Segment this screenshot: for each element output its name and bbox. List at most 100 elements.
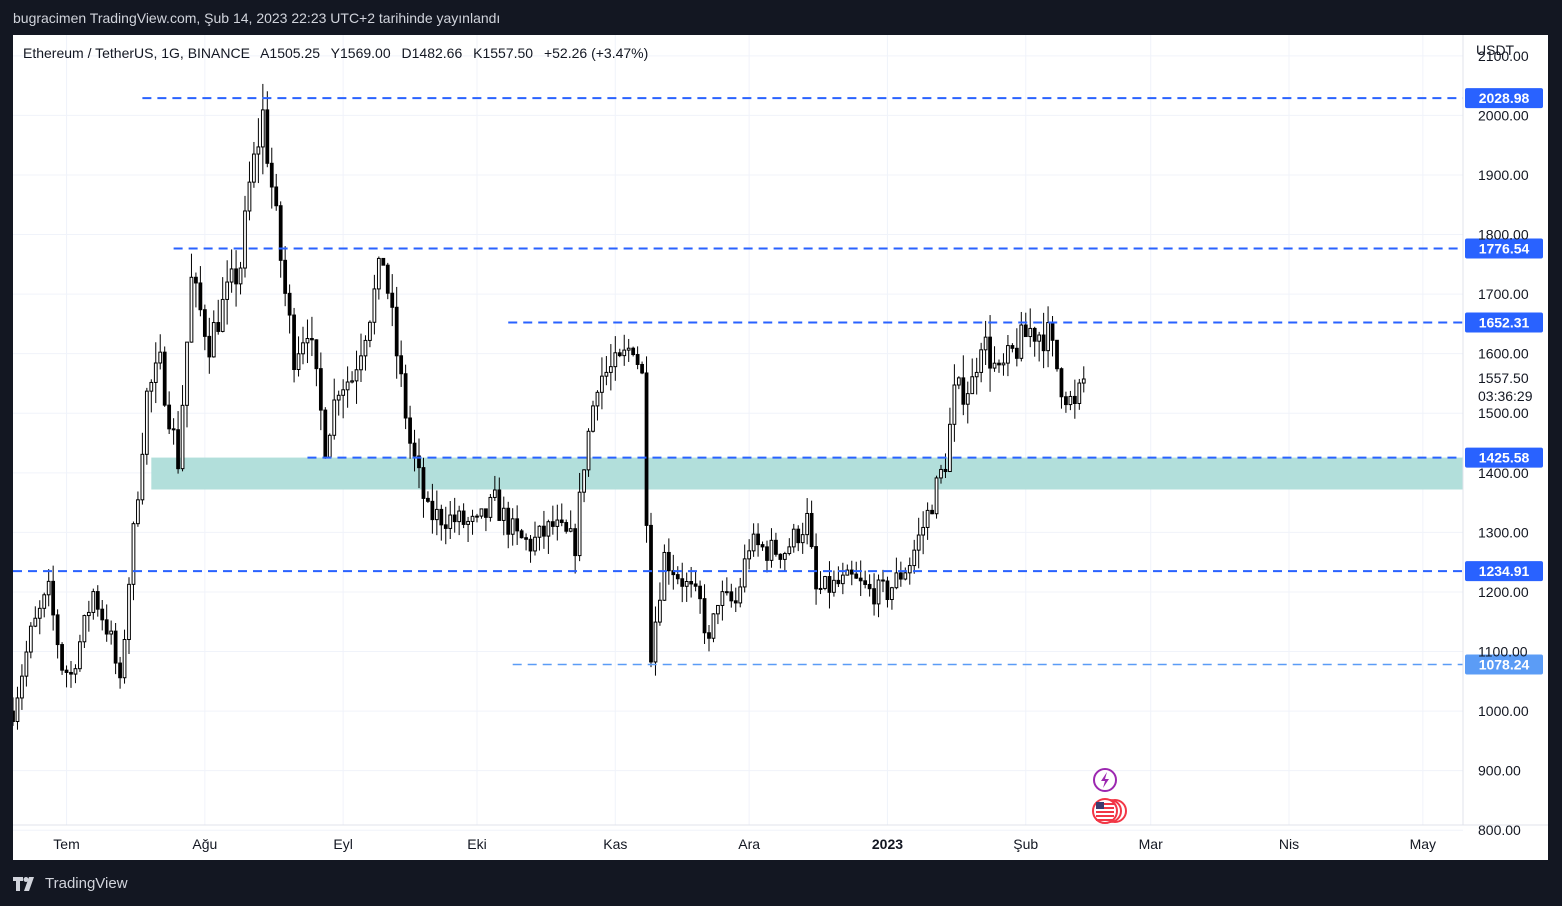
candle-body (42, 594, 47, 609)
candle-body (336, 394, 341, 401)
x-tick-label: Tem (53, 836, 79, 852)
chart-canvas[interactable]: 2028.98 1776.54 1652.31 1425.58 1234.91 1078.… (13, 35, 1548, 860)
x-tick-label: May (1410, 836, 1436, 852)
legend-high: Y1569.00 (330, 45, 391, 61)
candle-body (403, 373, 408, 419)
candle-body (1010, 345, 1015, 349)
candle-body (247, 181, 252, 212)
candle-body (211, 322, 216, 358)
support-zone (151, 457, 1463, 490)
price-tag (1465, 561, 1543, 582)
candle-body (970, 376, 975, 395)
candle-body (176, 429, 180, 470)
y-tick-label: 2100.00 (1478, 48, 1529, 64)
candle-body (506, 507, 511, 535)
x-tick-label: Kas (603, 836, 627, 852)
price-tag-label: 1234.91 (1479, 563, 1530, 579)
candle-body (78, 641, 82, 670)
candle-body (796, 528, 801, 544)
candle-body (131, 523, 136, 585)
x-tick-label: Ağu (192, 836, 217, 852)
candle-body (756, 533, 760, 546)
candle-body (724, 591, 729, 594)
candle-body (921, 526, 926, 536)
candle-body (216, 322, 221, 332)
candle-body (149, 381, 154, 392)
candle-body (591, 405, 595, 432)
chart-panel[interactable]: 2028.98 1776.54 1652.31 1425.58 1234.91 1078.… (13, 35, 1548, 860)
candle-body (501, 507, 506, 521)
candle-body (858, 577, 863, 582)
candle-body (711, 613, 716, 639)
candle-body (582, 469, 586, 493)
x-tick-label: Şub (1013, 836, 1038, 852)
grid-layer (13, 35, 1463, 831)
candle-body (1037, 334, 1042, 342)
candle-body (863, 580, 868, 585)
tradingview-footer[interactable]: TradingView (13, 875, 128, 892)
candle-body (381, 257, 386, 266)
current-price-label: 1557.50 (1478, 370, 1529, 386)
candle-body (823, 576, 827, 589)
candle-body (635, 354, 640, 365)
candle-body (617, 352, 622, 357)
candle-body (524, 537, 528, 540)
candle-body (46, 580, 51, 596)
candle-body (171, 428, 176, 431)
legend-open: A1505.25 (260, 45, 321, 61)
candle-body (528, 538, 533, 552)
candle-body (202, 309, 207, 337)
candle-body (849, 569, 854, 575)
candle-body (640, 363, 644, 374)
candle-body (1014, 347, 1019, 359)
candle-body (818, 587, 823, 590)
candle-body (118, 662, 122, 679)
candle-body (332, 399, 337, 436)
candle-body (916, 534, 921, 551)
candle-body (207, 335, 212, 358)
candle-body (86, 611, 91, 617)
price-tag-label: 1425.58 (1479, 450, 1530, 466)
candle-body (1072, 395, 1077, 404)
x-tick-label: Nis (1279, 836, 1299, 852)
levels-layer: 2028.98 1776.54 1652.31 1425.58 1234.91 1078.… (13, 88, 1543, 675)
candle-body (448, 514, 453, 529)
y-tick-label: 1200.00 (1478, 584, 1529, 600)
price-tag (1465, 447, 1543, 468)
candle-body (33, 617, 38, 627)
candle-body (845, 569, 850, 576)
support-zone-layer (151, 457, 1463, 490)
candle-body (153, 362, 158, 383)
candle-body (974, 371, 979, 378)
candle-body (716, 604, 720, 615)
candle-body (180, 404, 185, 470)
candle-body (372, 288, 377, 323)
current-price-box (1465, 366, 1545, 405)
legend-symbol: Ethereum / TetherUS, 1G, BINANCE (23, 45, 250, 61)
candle-body (733, 600, 738, 604)
candle-body (595, 391, 600, 407)
candle-body (805, 512, 810, 536)
candle-body (720, 591, 725, 606)
y-tick-label: 1900.00 (1478, 167, 1529, 183)
candle-body (881, 579, 885, 582)
candle-body (296, 353, 301, 370)
candle-body (510, 518, 515, 535)
price-tag-label: 1078.24 (1479, 656, 1530, 672)
candle-body (939, 468, 943, 479)
candle-body (167, 404, 172, 430)
y-tick-label: 1800.00 (1478, 227, 1529, 243)
candle-body (189, 276, 194, 343)
candle-body (390, 292, 395, 308)
candle-body (769, 539, 774, 561)
tradingview-logo-icon (13, 876, 34, 891)
candle-body (55, 614, 60, 646)
candle-body (1023, 324, 1028, 338)
candle-body (1006, 345, 1010, 364)
currency-label: USDT (1476, 42, 1515, 58)
candle-body (898, 572, 903, 580)
candle-body (314, 339, 319, 370)
candle-body (903, 572, 908, 580)
candle-body (385, 264, 390, 294)
